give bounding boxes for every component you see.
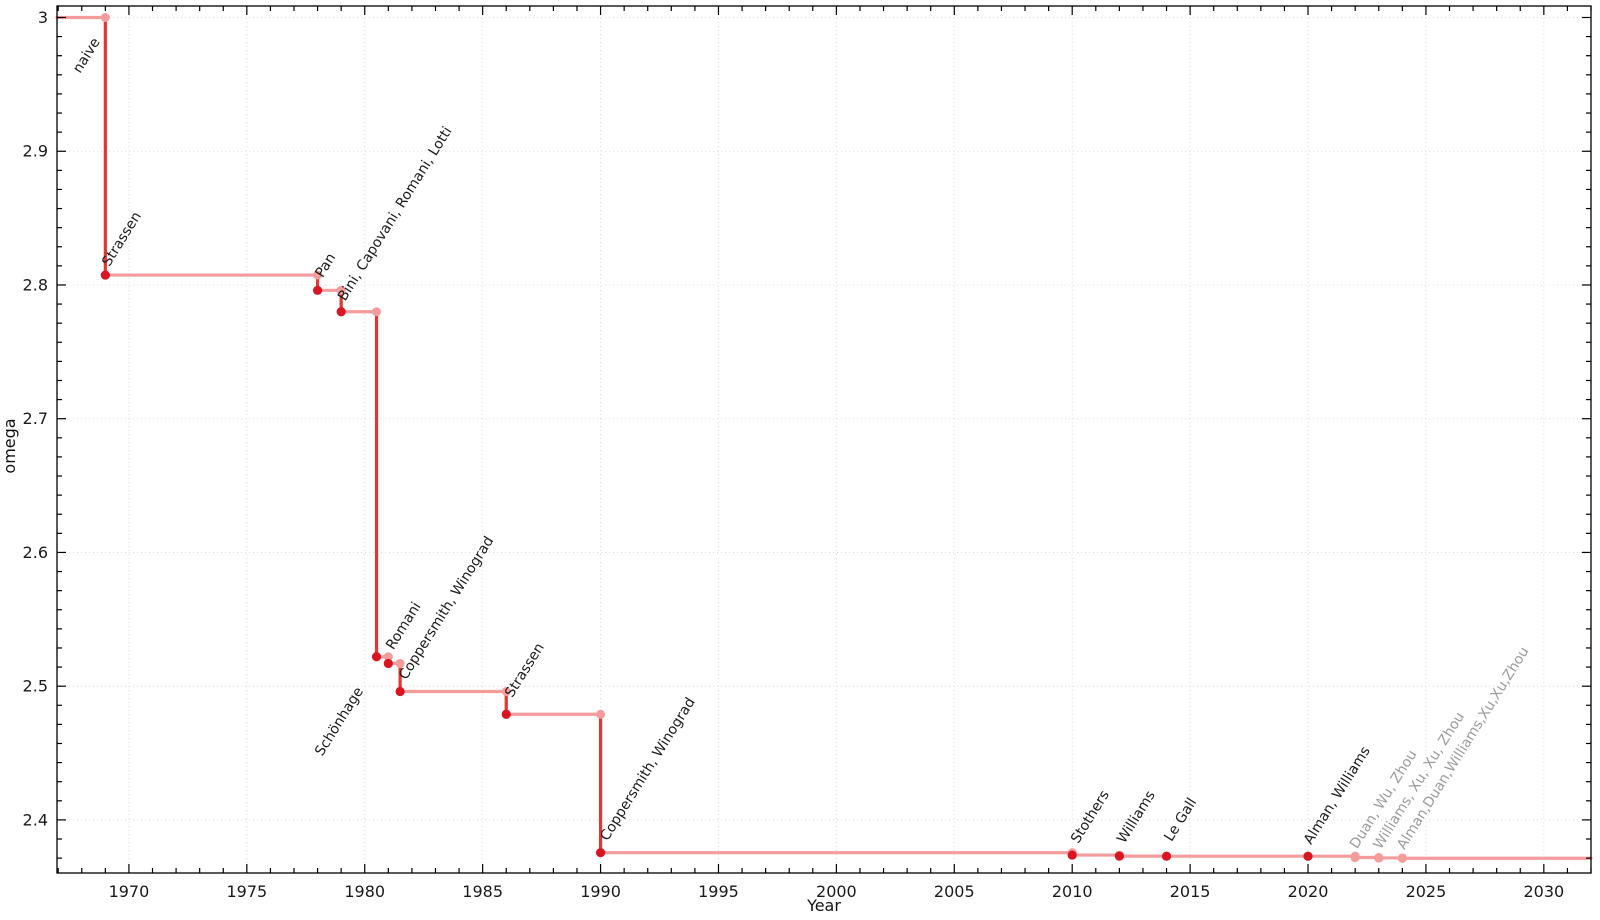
y-tick-label: 2.4: [23, 810, 48, 829]
x-tick-label: 2000: [816, 882, 857, 901]
annotation-label: naive: [70, 35, 104, 76]
data-point: [501, 709, 511, 719]
annotation-label: Alman,Duan,Williams,Xu,Xu,Zhou: [1394, 644, 1532, 852]
annotation-label: Stothers: [1068, 788, 1113, 846]
x-tick-label: 1980: [344, 882, 385, 901]
x-tick-label: 2010: [1052, 882, 1093, 901]
data-point: [1303, 851, 1313, 861]
annotation-label: Le Gall: [1161, 795, 1200, 844]
data-point: [1161, 851, 1172, 861]
annotation-label: Strassen: [502, 640, 548, 700]
data-point: [1374, 853, 1384, 863]
data-point: [383, 658, 393, 669]
y-tick-label: 2.5: [23, 677, 48, 696]
x-tick-label: 1990: [580, 882, 621, 901]
x-tick-label: 2030: [1523, 882, 1564, 901]
x-tick-label: 2020: [1288, 882, 1329, 901]
axis-ticks: [57, 6, 1592, 873]
data-point: [1397, 853, 1407, 863]
y-tick-label: 2.8: [23, 275, 48, 294]
x-tick-label: 2005: [934, 882, 975, 901]
data-point: [1067, 850, 1077, 860]
y-axis-label: omega: [0, 418, 19, 473]
axis-frame: [56, 5, 1592, 874]
corner-point: [501, 687, 511, 697]
data-point: [1114, 851, 1124, 861]
data-point: [1350, 852, 1360, 863]
x-tick-label: 1995: [698, 882, 739, 901]
annotation-label: Coppersmith, Winograd: [597, 695, 698, 844]
gridlines: [57, 6, 1591, 873]
corner-points: [100, 13, 1407, 863]
y-tick-label: 3: [38, 8, 48, 27]
x-tick-label: 2025: [1406, 882, 1447, 901]
data-point: [336, 307, 346, 317]
annotation-label: Williams: [1114, 788, 1159, 846]
corner-point: [596, 709, 606, 719]
x-tick-label: 1975: [226, 882, 267, 901]
corner-point: [336, 285, 346, 295]
x-tick-label: 2015: [1170, 882, 1211, 901]
corner-point: [395, 658, 405, 668]
corner-point: [383, 652, 393, 662]
y-tick-label: 2.9: [23, 142, 48, 161]
corner-point: [100, 13, 110, 23]
y-tick-label: 2.6: [23, 543, 48, 562]
x-axis-label: Year: [806, 896, 841, 915]
data-point: [312, 285, 323, 295]
y-tick-label: 2.7: [23, 409, 48, 428]
corner-point: [372, 307, 382, 317]
data-point: [595, 848, 606, 858]
x-tick-label: 1985: [462, 882, 503, 901]
data-point: [371, 652, 382, 662]
data-point: [395, 686, 405, 697]
plot-border: [56, 5, 1592, 874]
annotation-label: Schönhage: [312, 684, 367, 759]
data-points: [100, 270, 1407, 863]
x-tick-label: 1970: [109, 882, 150, 901]
corner-point: [313, 270, 323, 280]
step-line: [55, 15, 1593, 860]
tick-labels: 1970 1975 1980 1985 1990 1995 2000 2005 2010 2015…: [23, 8, 1565, 901]
data-point: [100, 270, 110, 280]
